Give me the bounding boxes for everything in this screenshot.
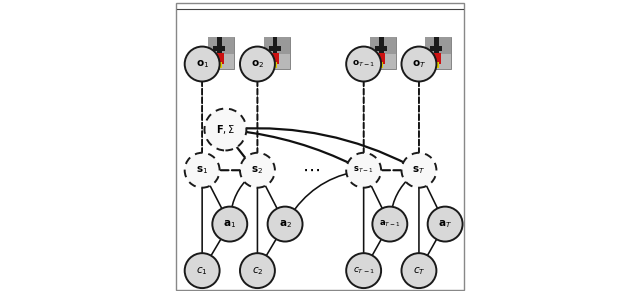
Text: $\mathbf{s}_2$: $\mathbf{s}_2$ [252, 164, 264, 176]
Circle shape [372, 207, 407, 242]
Circle shape [346, 153, 381, 188]
Circle shape [240, 253, 275, 288]
Bar [273, 37, 277, 58]
Bar [208, 37, 234, 69]
Text: $\mathbf{s}_1$: $\mathbf{s}_1$ [196, 164, 208, 176]
Text: $c_1$: $c_1$ [196, 265, 208, 276]
Bar [267, 62, 277, 68]
Text: $\mathbf{a}_2$: $\mathbf{a}_2$ [278, 218, 292, 230]
Text: $c_2$: $c_2$ [252, 265, 263, 276]
Circle shape [185, 47, 220, 81]
Circle shape [204, 109, 246, 150]
Bar [434, 37, 439, 58]
Circle shape [401, 47, 436, 81]
Text: $\mathbf{o}_{T-1}$: $\mathbf{o}_{T-1}$ [352, 59, 375, 69]
Bar [370, 37, 396, 54]
Bar [264, 37, 290, 69]
Text: $c_{T-1}$: $c_{T-1}$ [353, 265, 374, 276]
Text: $\mathbf{F}, \Sigma$: $\mathbf{F}, \Sigma$ [216, 123, 235, 136]
Bar [208, 37, 234, 54]
Bar [269, 46, 280, 51]
Bar [430, 46, 442, 51]
Bar [425, 37, 451, 69]
Bar [370, 37, 396, 69]
Circle shape [346, 253, 381, 288]
Bar [211, 62, 222, 68]
Circle shape [428, 207, 463, 242]
Text: $\mathbf{s}_T$: $\mathbf{s}_T$ [412, 164, 426, 176]
Bar [426, 53, 441, 64]
Text: $\mathbf{o}_1$: $\mathbf{o}_1$ [196, 58, 209, 70]
Circle shape [185, 153, 220, 188]
Bar [209, 53, 224, 64]
Bar [264, 37, 290, 54]
Circle shape [240, 47, 275, 81]
Bar [371, 53, 385, 64]
Bar [375, 46, 387, 51]
Text: $\mathbf{s}_{T-1}$: $\mathbf{s}_{T-1}$ [353, 165, 374, 175]
Text: $\mathbf{o}_T$: $\mathbf{o}_T$ [412, 58, 426, 70]
Circle shape [268, 207, 303, 242]
Bar [373, 62, 383, 68]
Circle shape [346, 47, 381, 81]
Bar [214, 46, 225, 51]
Text: $\cdots$: $\cdots$ [301, 161, 320, 179]
Circle shape [185, 253, 220, 288]
Text: $\mathbf{a}_1$: $\mathbf{a}_1$ [223, 218, 236, 230]
Text: $\mathbf{a}_{T-1}$: $\mathbf{a}_{T-1}$ [379, 219, 401, 229]
Text: $\mathbf{o}_2$: $\mathbf{o}_2$ [251, 58, 264, 70]
Circle shape [212, 207, 247, 242]
Bar [428, 62, 438, 68]
Bar [379, 37, 383, 58]
Circle shape [240, 153, 275, 188]
Bar [425, 37, 451, 54]
Bar [218, 37, 222, 58]
Circle shape [401, 253, 436, 288]
Bar [265, 53, 279, 64]
Circle shape [401, 153, 436, 188]
Text: $c_T$: $c_T$ [413, 265, 425, 276]
Text: $\mathbf{a}_T$: $\mathbf{a}_T$ [438, 218, 452, 230]
